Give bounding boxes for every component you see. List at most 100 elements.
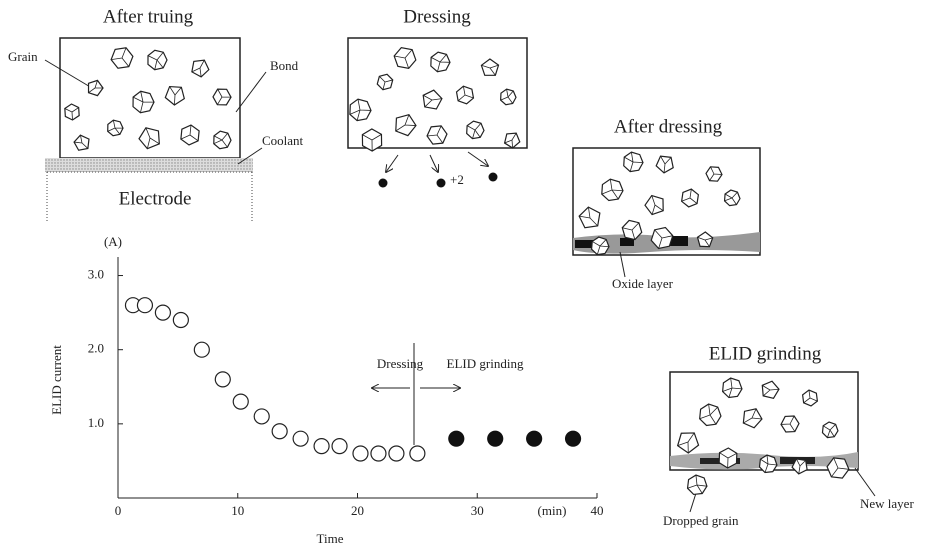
point — [172, 311, 189, 329]
grain-facet — [191, 59, 205, 77]
point — [193, 341, 210, 358]
coolant — [45, 158, 253, 172]
grain-facet — [217, 88, 232, 105]
x-tick-label: 30 — [471, 503, 484, 518]
grain-facet — [88, 80, 103, 94]
grain-facet — [379, 76, 393, 90]
point — [292, 430, 309, 447]
grain-facet — [132, 91, 155, 113]
y-unit: (A) — [104, 234, 122, 249]
point — [352, 445, 369, 462]
grain-facet — [831, 457, 849, 478]
x-tick-label: 0 — [115, 503, 122, 518]
grain-facet — [74, 135, 89, 149]
grain-facet — [592, 239, 610, 255]
ion — [488, 172, 498, 182]
ion — [436, 178, 446, 188]
grain — [644, 194, 664, 216]
grain-facet — [719, 452, 738, 469]
grain-facet — [601, 179, 624, 200]
grain-facet — [64, 107, 79, 121]
grain-facet — [796, 458, 806, 474]
grain-facet — [349, 99, 372, 121]
dropped-label: Dropped grain — [663, 513, 739, 528]
grain-facet — [743, 408, 762, 424]
oxide-label: Oxide layer — [612, 276, 674, 291]
grain-facet — [500, 89, 514, 104]
point — [313, 437, 330, 455]
leader — [44, 59, 93, 89]
y-axis-label: ELID current — [49, 345, 64, 415]
grain-facet — [722, 378, 742, 398]
point — [448, 430, 465, 447]
charge-label: +2 — [450, 172, 464, 187]
grain-facet — [677, 432, 695, 454]
grain-facet — [579, 207, 598, 227]
y-tick-label: 3.0 — [88, 267, 104, 282]
x-tick-label: 10 — [231, 503, 244, 518]
point — [331, 437, 348, 455]
grain-facet — [687, 475, 707, 494]
grain-label: Grain — [8, 49, 38, 64]
y-tick-label: 1.0 — [88, 415, 104, 430]
x-tick-label: 20 — [351, 503, 364, 518]
grain — [138, 127, 160, 150]
grain-facet — [762, 385, 780, 397]
ion — [378, 178, 388, 188]
panel-title: ELID grinding — [709, 343, 822, 364]
electrode-label: Electrode — [119, 188, 192, 209]
leader — [619, 251, 626, 278]
grain-facet — [681, 189, 698, 204]
point — [154, 304, 172, 321]
grain-facet — [624, 152, 644, 172]
grain-facet — [654, 229, 673, 249]
point — [253, 408, 270, 425]
grain-facet — [147, 51, 164, 70]
x-axis-label: Time — [317, 531, 344, 546]
arrow — [429, 154, 438, 172]
arrow — [467, 151, 488, 166]
grain-facet — [780, 415, 796, 432]
arrow — [386, 154, 399, 172]
panel-title: Dressing — [403, 6, 471, 27]
x-tick-label: 40 — [591, 503, 604, 518]
point — [370, 445, 387, 462]
point — [487, 430, 504, 447]
point — [388, 445, 405, 462]
point — [232, 393, 249, 410]
panel-title: After dressing — [614, 116, 723, 137]
point — [409, 445, 426, 462]
grain-facet — [651, 195, 664, 215]
bond-label: Bond — [270, 58, 299, 73]
grain-facet — [504, 132, 517, 149]
new-layer-label: New layer — [860, 496, 914, 511]
grain-facet — [395, 114, 417, 132]
grain-facet — [111, 47, 130, 67]
coolant-label: Coolant — [262, 133, 304, 148]
point — [526, 430, 543, 447]
grain-facet — [169, 86, 182, 106]
point — [214, 371, 231, 388]
x-unit: (min) — [538, 503, 567, 518]
grain-facet — [213, 132, 229, 148]
grain-facet — [660, 155, 672, 173]
grain-facet — [803, 390, 818, 404]
grain-facet — [430, 54, 451, 72]
grain-facet — [427, 125, 444, 144]
grain-facet — [180, 125, 199, 142]
grain-facet — [107, 120, 124, 135]
electrode — [46, 171, 253, 222]
grain — [696, 231, 714, 248]
y-tick-label: 2.0 — [88, 341, 104, 356]
grain-facet — [699, 404, 718, 425]
leader — [235, 71, 267, 113]
phase-label: ELID grinding — [447, 356, 524, 371]
phase-label: Dressing — [377, 356, 424, 371]
grain-facet — [466, 123, 482, 139]
grain-facet — [394, 49, 413, 69]
grain-facet — [622, 222, 640, 240]
point — [564, 430, 582, 447]
point — [136, 297, 154, 314]
grain-facet — [362, 134, 382, 152]
